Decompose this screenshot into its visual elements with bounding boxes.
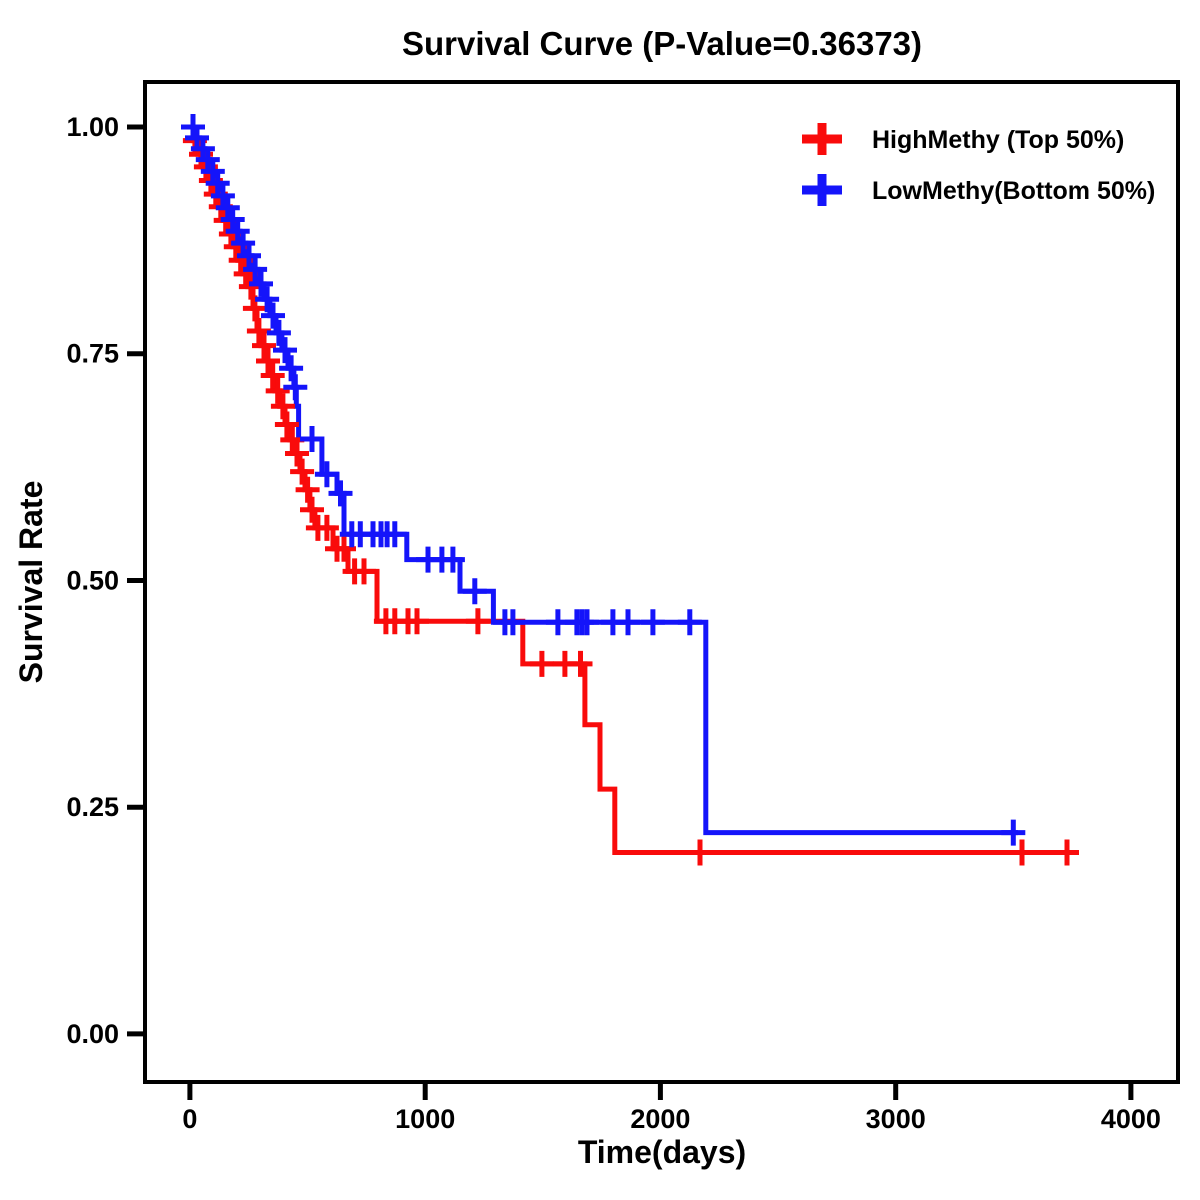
censor-plus-icon — [295, 476, 320, 503]
censor-plus-icon — [252, 332, 276, 359]
censor-plus-icon — [500, 609, 525, 636]
y-tick-label: 0.50 — [66, 566, 119, 596]
censor-plus-icon — [1055, 839, 1079, 866]
censor-plus-icon — [688, 839, 712, 866]
highmethy-censor-marks — [182, 127, 1079, 866]
lowmethy-censor-marks — [181, 114, 1026, 846]
plot-frame — [143, 80, 1180, 1084]
survival-curves — [181, 114, 1079, 866]
censor-plus-icon — [616, 609, 640, 636]
y-tick-label: 0.75 — [66, 339, 119, 369]
censor-plus-icon — [382, 521, 407, 548]
censor-plus-icon — [1010, 839, 1034, 866]
censor-plus-icon — [270, 393, 295, 420]
censor-plus-icon — [314, 461, 339, 488]
lowmethy-curve — [189, 124, 1018, 836]
censor-plus-icon — [200, 158, 225, 185]
censor-plus-icon — [273, 337, 297, 364]
x-tick-label: 0 — [182, 1104, 197, 1134]
censor-plus-icon — [1001, 819, 1026, 846]
censor-plus-icon — [285, 440, 309, 467]
censor-plus-icon — [328, 480, 353, 507]
censor-plus-icon — [352, 558, 376, 585]
y-tick-label: 0.25 — [66, 792, 119, 822]
y-axis-title: Survival Rate — [13, 481, 49, 684]
censor-plus-icon — [195, 146, 220, 173]
censor-plus-icon — [568, 650, 593, 677]
censor-plus-icon — [640, 609, 665, 636]
censor-plus-icon — [462, 578, 487, 605]
censor-plus-icon — [249, 270, 273, 297]
highmethy-series — [189, 124, 1078, 855]
censor-plus-icon — [440, 546, 465, 573]
censor-plus-icon — [283, 374, 308, 401]
censor-plus-icon — [237, 242, 261, 269]
censor-plus-icon — [255, 286, 280, 313]
x-tick-label: 1000 — [395, 1104, 455, 1134]
censor-plus-icon — [300, 496, 324, 523]
plus-icon — [802, 174, 842, 206]
censor-plus-icon — [205, 170, 230, 197]
legend: HighMethy (Top 50%) LowMethy(Bottom 50%) — [802, 123, 1155, 206]
legend-item: LowMethy(Bottom 50%) — [802, 174, 1155, 206]
censor-plus-icon — [290, 458, 315, 485]
x-axis-ticks: 0 1000 2000 3000 4000 — [182, 1082, 1161, 1134]
censor-plus-icon — [575, 609, 599, 636]
y-tick-label: 0.00 — [66, 1019, 119, 1049]
y-tick-label: 1.00 — [66, 112, 119, 142]
plus-icon — [802, 123, 842, 155]
highmethy-curve — [189, 124, 1078, 855]
censor-plus-icon — [225, 218, 250, 245]
censor-plus-icon — [215, 194, 240, 221]
censor-plus-icon — [300, 426, 324, 452]
censor-plus-icon — [260, 362, 285, 389]
censor-plus-icon — [265, 377, 290, 404]
censor-plus-icon — [677, 609, 702, 636]
x-tick-label: 3000 — [866, 1104, 926, 1134]
x-tick-label: 2000 — [630, 1104, 690, 1134]
censor-plus-icon — [332, 535, 356, 562]
censor-plus-icon — [266, 319, 291, 346]
censor-plus-icon — [256, 348, 280, 374]
censor-plus-icon — [274, 411, 299, 438]
chart-title: Survival Curve (P-Value=0.36373) — [402, 25, 922, 62]
censor-plus-icon — [243, 256, 268, 283]
lowmethy-series — [189, 124, 1018, 836]
legend-item-label: LowMethy(Bottom 50%) — [872, 177, 1155, 205]
censor-plus-icon — [314, 514, 339, 541]
legend-item-label: HighMethy (Top 50%) — [872, 126, 1124, 154]
censor-plus-icon — [529, 650, 554, 677]
censor-plus-icon — [210, 182, 235, 209]
x-tick-label: 4000 — [1101, 1104, 1161, 1134]
censor-plus-icon — [465, 608, 490, 635]
censor-plus-icon — [405, 608, 429, 635]
censor-plus-icon — [220, 206, 245, 233]
censor-plus-icon — [261, 302, 285, 329]
censor-plus-icon — [242, 295, 267, 322]
censor-plus-icon — [279, 355, 304, 382]
legend-item: HighMethy (Top 50%) — [802, 123, 1124, 155]
x-axis-title: Time(days) — [578, 1134, 746, 1170]
y-axis-ticks: 1.00 0.75 0.50 0.25 0.00 — [66, 112, 145, 1049]
